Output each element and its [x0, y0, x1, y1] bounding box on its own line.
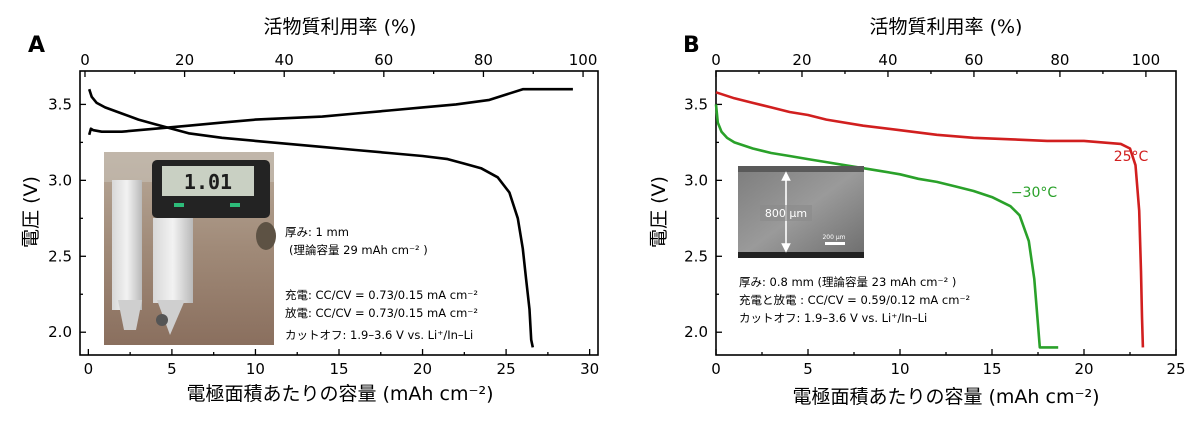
panel-a-ytick-label: 3.0 [48, 171, 72, 189]
panel-a-y-axis-title: 電圧 (V) [20, 176, 42, 248]
panel-a-x2tick-label: 20 [175, 51, 194, 69]
panel-b-x2tick-label: 0 [711, 51, 721, 69]
series-label-25c: 25°C [1114, 149, 1149, 165]
panel-a-label: A [28, 33, 45, 58]
panel-b-top-axis-title: 活物質利用率 (%) [870, 16, 1023, 38]
panel-b-x2tick-label: 20 [792, 51, 811, 69]
panel-a-xtick-label: 5 [167, 360, 177, 378]
panel-a-annotations: 厚み: 1 mm (理論容量 29 mAh cm⁻² ) 充電: CC/CV =… [285, 225, 478, 342]
panel-a-x2tick-label: 60 [374, 51, 393, 69]
panel-a-x-axis-title: 電極面積あたりの容量 (mAh cm⁻²) [186, 383, 493, 405]
panel-a-annotation-cutoff: カットオフ: 1.9–3.6 V vs. Li⁺/In–Li [285, 328, 473, 342]
panel-b-inset-sem: 800 µm 200 µm [738, 166, 864, 258]
panel-b-xtick-label: 15 [982, 360, 1001, 378]
panel-b-ytick-label: 2.0 [684, 323, 708, 341]
panel-b-annotation-charge-discharge: 充電と放電 : CC/CV = 0.59/0.12 mA cm⁻² [739, 293, 970, 307]
panel-b-annotation-cutoff: カットオフ: 1.9–3.6 V vs. Li⁺/In–Li [739, 311, 927, 325]
panel-b-ticks: 0 5 10 15 20 25 2.0 2.5 3.0 3.5 0 20 40 60 80 100 [684, 51, 1185, 378]
panel-a-series-line-1 [87, 88, 535, 348]
panel-b-label: B [683, 33, 700, 58]
panel-b-ytick-label: 2.5 [684, 247, 708, 265]
panel-a-ticks: 0 5 10 15 20 25 30 2.0 2.5 3.0 3.5 0 20 40 60 80 100 [48, 51, 599, 378]
panel-b-x-axis-title: 電極面積あたりの容量 (mAh cm⁻²) [792, 386, 1099, 408]
panel-a-xtick-label: 10 [246, 360, 265, 378]
panel-b-xtick-label: 20 [1074, 360, 1093, 378]
panel-b-y-axis-title: 電圧 (V) [648, 176, 670, 248]
panel-b-x2tick-label: 80 [1050, 51, 1069, 69]
caliper-display: 1.01 [184, 170, 232, 194]
panel-b-x2tick-label: 40 [878, 51, 897, 69]
panel-b-series-line-1 [714, 104, 1059, 349]
panel-a-top-axis-title: 活物質利用率 (%) [264, 16, 417, 38]
panel-a-annotation-thickness: 厚み: 1 mm [285, 225, 349, 239]
panel-b-xtick-label: 25 [1166, 360, 1185, 378]
panel-b-xtick-label: 10 [890, 360, 909, 378]
panel-a-annotation-charge: 充電: CC/CV = 0.73/0.15 mA cm⁻² [285, 288, 478, 302]
panel-a-ytick-label: 3.5 [48, 95, 72, 113]
panel-a-x2tick-label: 40 [275, 51, 294, 69]
panel-a-xtick-label: 20 [413, 360, 432, 378]
panel-b-ytick-label: 3.5 [684, 95, 708, 113]
panel-b-x2tick-label: 100 [1132, 51, 1161, 69]
panel-a-ytick-label: 2.0 [48, 323, 72, 341]
panel-a-xtick-label: 15 [329, 360, 348, 378]
panel-a-xtick-label: 25 [497, 360, 516, 378]
panel-a-xtick-label: 30 [580, 360, 599, 378]
panel-b-series [714, 91, 1145, 349]
panel-b-x2tick-label: 60 [964, 51, 983, 69]
panel-b-annotations: 厚み: 0.8 mm (理論容量 23 mAh cm⁻² ) 充電と放電 : C… [739, 275, 970, 325]
panel-b-series-line-0 [715, 91, 1145, 348]
panel-a-ytick-label: 2.5 [48, 247, 72, 265]
panel-b-ytick-label: 3.0 [684, 171, 708, 189]
panel-b: B 活物質利用率 (%) 電極面積あたりの容量 (mAh cm⁻²) 電圧 (V… [648, 16, 1186, 408]
panel-a-series-line-0 [87, 87, 573, 136]
panel-a-annotation-capacity: (理論容量 29 mAh cm⁻² ) [289, 243, 428, 257]
panel-a-series [87, 87, 573, 348]
panel-a-x2tick-label: 0 [80, 51, 90, 69]
sem-scalebar-label: 200 µm [822, 234, 845, 241]
panel-b-xtick-label: 0 [711, 360, 721, 378]
panel-a-x2tick-label: 80 [474, 51, 493, 69]
panel-a-x2tick-label: 100 [569, 51, 598, 69]
panel-a: A 活物質利用率 (%) 電極面積あたりの容量 (mAh cm⁻²) 電圧 (V… [20, 16, 599, 405]
series-label-minus30c: −30°C [1011, 185, 1058, 201]
panel-a-annotation-discharge: 放電: CC/CV = 0.73/0.15 mA cm⁻² [285, 306, 478, 320]
panel-b-xtick-label: 5 [803, 360, 813, 378]
panel-a-inset-photo: 1.01 [104, 152, 276, 345]
panel-a-xtick-label: 0 [84, 360, 94, 378]
sem-thickness-label: 800 µm [765, 207, 807, 220]
panel-b-annotation-thickness: 厚み: 0.8 mm (理論容量 23 mAh cm⁻² ) [739, 275, 956, 289]
